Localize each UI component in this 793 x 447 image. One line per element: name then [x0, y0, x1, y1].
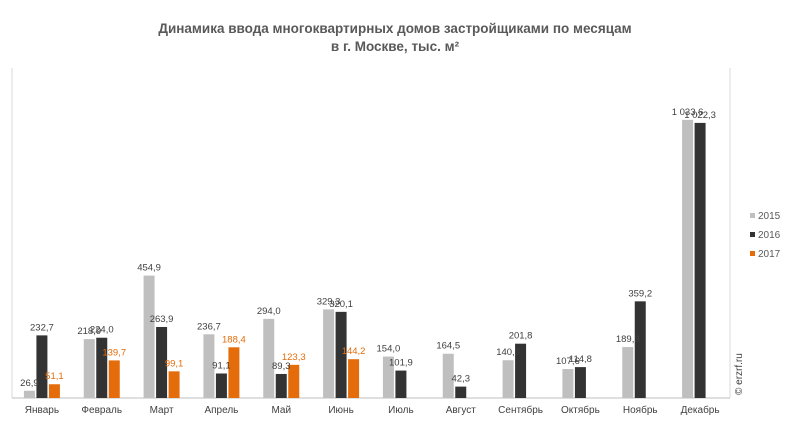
- bar-2015: [83, 339, 95, 398]
- value-label-2015: 164,5: [436, 341, 460, 352]
- category-label: Октябрь: [561, 404, 600, 416]
- value-label-2015: 1 033,6: [672, 107, 704, 118]
- value-label-2015: 294,0: [257, 306, 281, 317]
- value-label-2015: 454,9: [137, 263, 161, 274]
- value-label-2015: 154,0: [377, 344, 401, 355]
- bar-2017: [108, 360, 120, 398]
- bar-2016: [574, 367, 586, 398]
- value-label-2016: 114,8: [569, 354, 592, 365]
- bar-2016: [275, 373, 287, 398]
- bar-2016: [395, 370, 407, 398]
- bar-2016: [215, 373, 227, 398]
- legend-label-2015: 2015: [758, 211, 781, 222]
- legend-swatch-2015: [750, 213, 755, 218]
- legend-swatch-2016: [750, 232, 755, 237]
- bar-2017: [288, 364, 300, 398]
- value-label-2016: 201,8: [509, 331, 533, 342]
- chart-title-line-2: в г. Москве, тыс. м²: [331, 39, 460, 54]
- bar-2015: [143, 275, 155, 398]
- bars-group: [23, 119, 706, 399]
- chart-title-line-1: Динамика ввода многоквартирных домов зас…: [158, 21, 631, 36]
- legend-label-2016: 2016: [758, 230, 781, 241]
- value-label-2015: 140,3: [496, 347, 520, 358]
- category-label: Май: [271, 405, 291, 416]
- bar-2017: [168, 371, 180, 398]
- value-label-2017: 144,2: [342, 346, 366, 357]
- bar-2016: [694, 122, 706, 399]
- bar-2015: [323, 309, 335, 398]
- category-label: Июнь: [328, 405, 353, 416]
- value-label-2017: 51,1: [45, 371, 64, 382]
- watermark: © erzrf.ru: [734, 353, 745, 395]
- category-label: Декабрь: [681, 404, 720, 416]
- value-label-2016: 320,1: [329, 299, 353, 310]
- value-label-2017: 188,4: [222, 334, 246, 345]
- bar-2015: [622, 347, 634, 398]
- value-label-2016: 359,2: [628, 288, 652, 299]
- bar-2015: [203, 334, 215, 398]
- bar-2016: [335, 311, 347, 398]
- value-label-2015: 236,7: [197, 321, 221, 332]
- bar-2015: [442, 353, 454, 398]
- bar-2015: [562, 369, 574, 398]
- category-label: Апрель: [204, 405, 238, 416]
- value-label-2016: 232,7: [30, 322, 54, 333]
- bar-2016: [634, 301, 646, 398]
- value-label-2016: 224,0: [90, 325, 114, 336]
- bar-2015: [23, 390, 35, 398]
- category-labels-group: Январь Февраль Март Апрель Май Июнь Июль Август…: [25, 404, 720, 416]
- category-label: Ноябрь: [623, 404, 658, 416]
- category-label: Июль: [388, 405, 414, 416]
- value-label-2016: 42,3: [452, 374, 471, 385]
- value-label-2017: 99,1: [165, 358, 184, 369]
- bar-2017: [48, 384, 60, 398]
- legend-swatch-2017: [750, 251, 755, 256]
- legend: 2015 2016 2017: [750, 211, 781, 260]
- value-label-2016: 1 022,3: [684, 110, 716, 121]
- value-label-2015: 329,3: [317, 296, 341, 307]
- category-label: Март: [150, 405, 174, 416]
- bar-2016: [455, 386, 467, 398]
- bar-2016: [96, 337, 108, 398]
- value-label-2016: 101,9: [389, 358, 413, 369]
- value-label-2015: 218,9: [77, 326, 101, 337]
- legend-label-2017: 2017: [758, 249, 781, 260]
- bar-2017: [348, 359, 360, 398]
- bar-2015: [263, 318, 275, 398]
- category-label: Сентябрь: [498, 404, 543, 416]
- bar-2015: [382, 356, 394, 398]
- value-label-2016: 263,9: [150, 314, 174, 325]
- value-label-2015: 107,6: [556, 356, 580, 367]
- value-label-2017: 123,3: [282, 352, 306, 363]
- value-label-2017: 139,7: [102, 347, 126, 358]
- bar-2016: [156, 326, 168, 398]
- bar-2015: [502, 360, 514, 398]
- value-label-2015: 26,9: [20, 378, 39, 389]
- category-label: Январь: [25, 405, 59, 416]
- category-label: Февраль: [81, 405, 122, 416]
- value-label-2015: 189,3: [616, 334, 640, 345]
- value-label-2016: 91,1: [212, 360, 231, 371]
- category-label: Август: [446, 405, 477, 416]
- bar-2016: [515, 343, 527, 398]
- bar-2015: [682, 119, 694, 398]
- value-label-2016: 89,3: [272, 361, 291, 372]
- bar-2016: [36, 335, 48, 398]
- bar-2017: [228, 347, 240, 398]
